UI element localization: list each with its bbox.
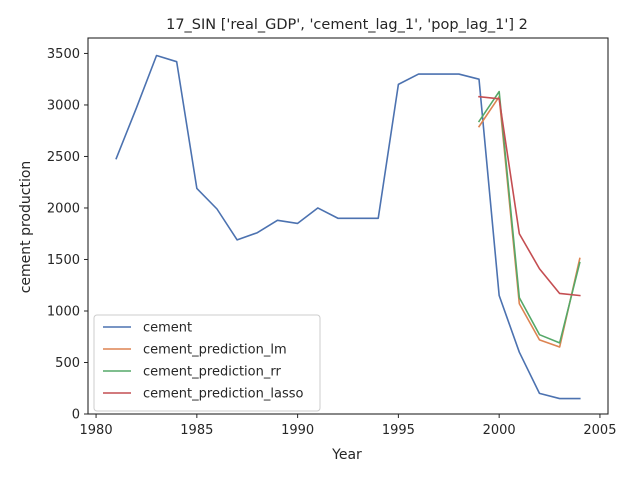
legend-label-cement: cement (143, 321, 192, 336)
x-tick-label: 1980 (80, 423, 113, 438)
legend-box (93, 314, 321, 412)
y-axis-label: cement production (18, 161, 34, 294)
axes: 1980 1985 1990 1995 2000 2005 0 500 1000 1500 2000… (47, 37, 616, 438)
y-tick-label: 0 (72, 408, 80, 423)
x-tick-label: 1990 (281, 423, 314, 438)
y-tick-label: 500 (55, 356, 80, 371)
chart-title: 17_SIN ['real_GDP', 'cement_lag_1', 'pop… (166, 17, 528, 33)
legend-label-cement-prediction-lasso: cement_prediction_lasso (143, 387, 303, 402)
y-tick-label: 3500 (47, 47, 80, 62)
y-tick-label: 1000 (47, 304, 80, 319)
y-tick-label: 1500 (47, 253, 80, 268)
y-tick-label: 2500 (47, 150, 80, 165)
x-tick-label: 1985 (180, 423, 213, 438)
legend: cement cement_prediction_lm cement_predict… (93, 314, 321, 412)
series-line-cement-prediction-lm (477, 95, 581, 348)
legend-label-cement-prediction-rr: cement_prediction_rr (143, 365, 281, 380)
y-tick-label: 2000 (47, 201, 80, 216)
series-line-cement (115, 54, 581, 400)
x-tick-label: 2000 (483, 423, 516, 438)
y-tick-label: 3000 (47, 98, 80, 113)
legend-label-cement-prediction-lm: cement_prediction_lm (143, 343, 287, 358)
plot-area (115, 54, 581, 400)
axes-frame (87, 37, 609, 415)
series-line-cement-prediction-lasso (478, 95, 581, 297)
x-tick-label: 1995 (382, 423, 415, 438)
series-line-cement-prediction-rr (477, 90, 581, 344)
x-tick-label: 2005 (583, 423, 616, 438)
x-axis-label: Year (331, 447, 362, 463)
